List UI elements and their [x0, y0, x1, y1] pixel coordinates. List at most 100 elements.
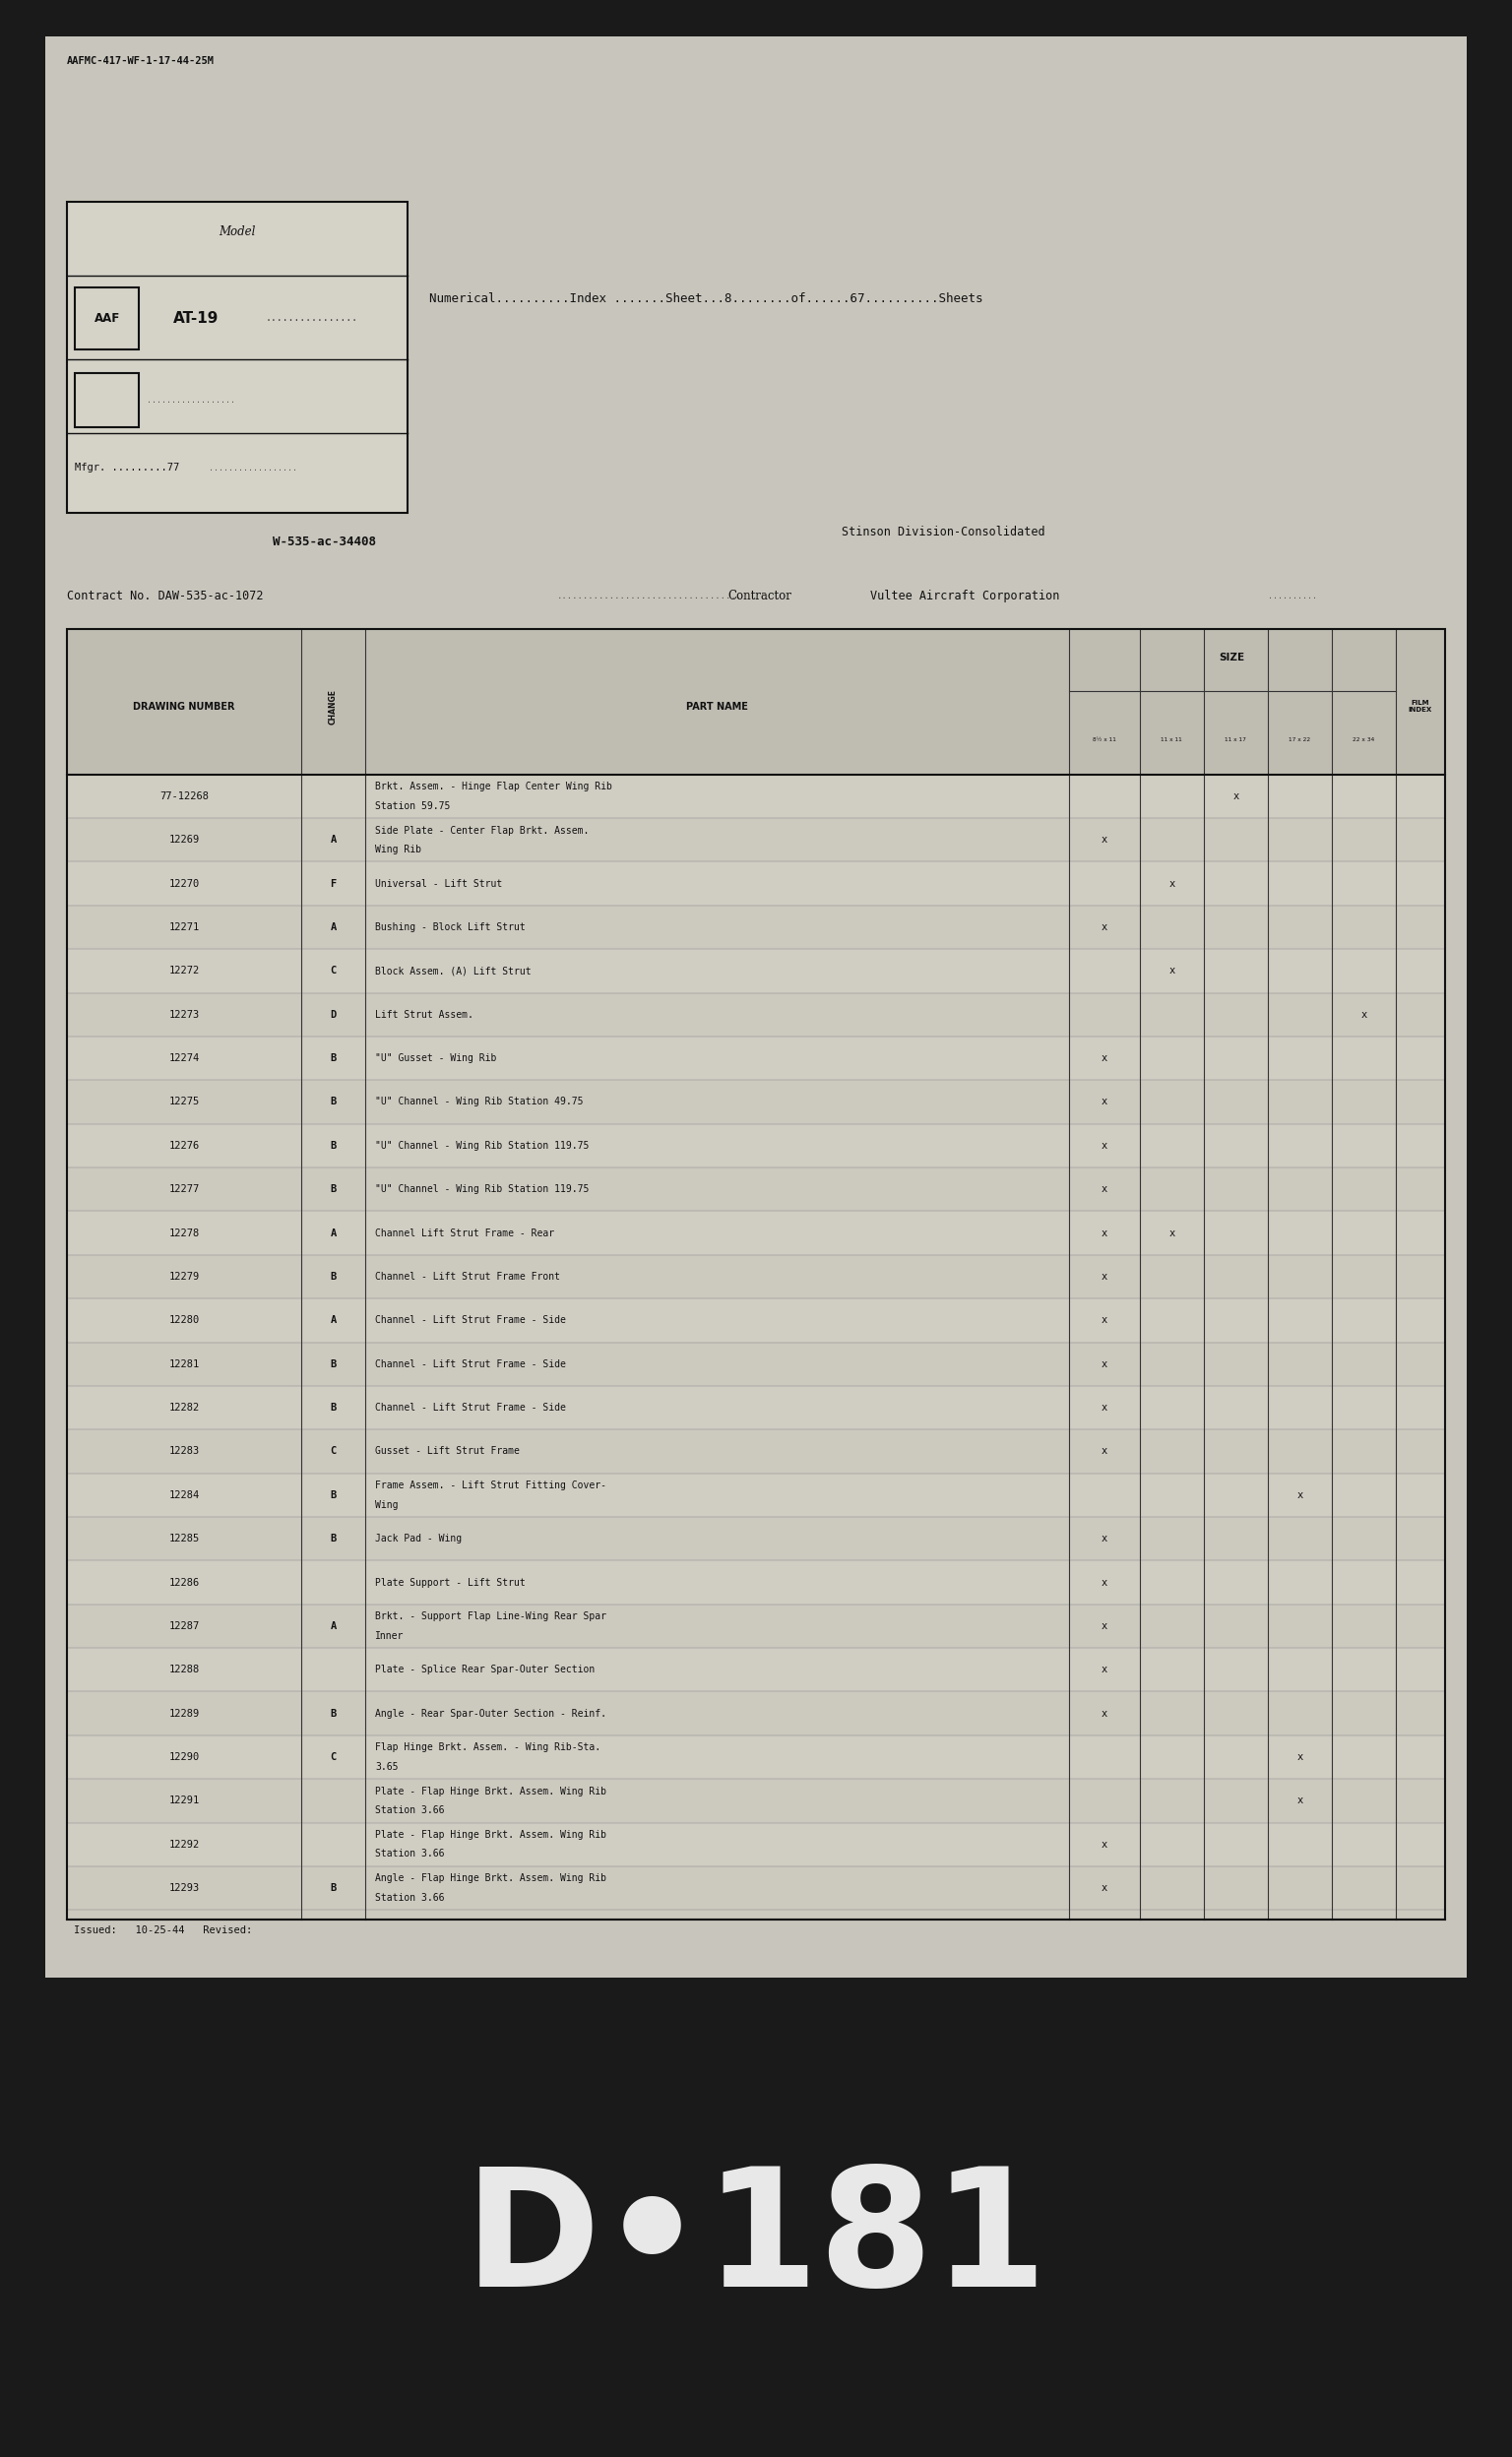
Text: x: x: [1101, 1708, 1107, 1717]
Bar: [67, 1386, 1445, 1430]
Bar: [67, 1474, 1445, 1516]
Text: "U" Channel - Wing Rib Station 119.75: "U" Channel - Wing Rib Station 119.75: [375, 1184, 590, 1194]
Text: x: x: [1297, 1489, 1303, 1499]
Text: 12271: 12271: [168, 921, 200, 931]
Text: 12277: 12277: [168, 1184, 200, 1194]
Bar: [67, 1297, 1445, 1342]
Text: A: A: [330, 921, 336, 931]
Text: 12269: 12269: [168, 835, 200, 845]
Text: x: x: [1101, 1577, 1107, 1587]
Text: B: B: [330, 1708, 336, 1717]
Bar: [67, 1037, 1445, 1081]
Text: 12286: 12286: [168, 1577, 200, 1587]
Text: Jack Pad - Wing: Jack Pad - Wing: [375, 1533, 461, 1543]
Bar: [67, 1123, 1445, 1167]
Text: ..................: ..................: [147, 396, 234, 405]
Text: 77-12268: 77-12268: [159, 791, 209, 801]
Text: Channel - Lift Strut Frame Front: Channel - Lift Strut Frame Front: [375, 1273, 559, 1283]
Text: Contract No. DAW-535-ac-1072: Contract No. DAW-535-ac-1072: [67, 590, 263, 602]
Text: 11 x 17: 11 x 17: [1225, 737, 1246, 742]
Text: C: C: [330, 1752, 336, 1762]
Text: B: B: [330, 1140, 336, 1150]
Text: 12289: 12289: [168, 1708, 200, 1717]
Text: x: x: [1361, 1010, 1367, 1020]
Text: Station 3.66: Station 3.66: [375, 1806, 445, 1816]
Text: A: A: [330, 1622, 336, 1631]
Text: Channel - Lift Strut Frame - Side: Channel - Lift Strut Frame - Side: [375, 1359, 565, 1369]
Bar: [67, 629, 1445, 774]
Text: B: B: [330, 1184, 336, 1194]
Text: 12283: 12283: [168, 1447, 200, 1457]
Text: Frame Assem. - Lift Strut Fitting Cover-: Frame Assem. - Lift Strut Fitting Cover-: [375, 1482, 606, 1491]
Bar: [76, 373, 139, 428]
Text: 12291: 12291: [168, 1796, 200, 1806]
Text: Bushing - Block Lift Strut: Bushing - Block Lift Strut: [375, 921, 526, 931]
Text: x: x: [1101, 1666, 1107, 1676]
Text: Station 3.66: Station 3.66: [375, 1892, 445, 1902]
Text: 12274: 12274: [168, 1054, 200, 1064]
Text: FILM
INDEX: FILM INDEX: [1409, 700, 1432, 713]
Text: x: x: [1232, 791, 1238, 801]
Text: "U" Channel - Wing Rib Station 49.75: "U" Channel - Wing Rib Station 49.75: [375, 1098, 584, 1108]
Text: 12290: 12290: [168, 1752, 200, 1762]
Text: Channel - Lift Strut Frame - Side: Channel - Lift Strut Frame - Side: [375, 1403, 565, 1413]
Text: Model: Model: [219, 226, 256, 238]
Text: Brkt. Assem. - Hinge Flap Center Wing Rib: Brkt. Assem. - Hinge Flap Center Wing Ri…: [375, 781, 612, 791]
Text: ................: ................: [266, 314, 358, 324]
Text: B: B: [330, 1403, 336, 1413]
Text: Brkt. - Support Flap Line-Wing Rear Spar: Brkt. - Support Flap Line-Wing Rear Spar: [375, 1612, 606, 1622]
Text: Mfgr. .........77: Mfgr. .........77: [76, 462, 180, 472]
Text: Angle - Rear Spar-Outer Section - Reinf.: Angle - Rear Spar-Outer Section - Reinf.: [375, 1708, 606, 1717]
Text: 12284: 12284: [168, 1489, 200, 1499]
Bar: [67, 1735, 1445, 1779]
Text: 12285: 12285: [168, 1533, 200, 1543]
Text: x: x: [1101, 1273, 1107, 1283]
Text: x: x: [1101, 1533, 1107, 1543]
Text: DRAWING NUMBER: DRAWING NUMBER: [133, 703, 234, 713]
Text: x: x: [1101, 1098, 1107, 1108]
Text: x: x: [1101, 835, 1107, 845]
Text: Plate - Splice Rear Spar-Outer Section: Plate - Splice Rear Spar-Outer Section: [375, 1666, 594, 1676]
Text: 12282: 12282: [168, 1403, 200, 1413]
Text: x: x: [1101, 1447, 1107, 1457]
Bar: [76, 287, 139, 349]
Text: x: x: [1169, 880, 1175, 889]
Text: 8½ x 11: 8½ x 11: [1093, 737, 1116, 742]
Text: AAFMC-417-WF-1-17-44-25M: AAFMC-417-WF-1-17-44-25M: [67, 57, 215, 66]
Text: x: x: [1297, 1796, 1303, 1806]
Text: x: x: [1101, 921, 1107, 931]
Text: Universal - Lift Strut: Universal - Lift Strut: [375, 880, 502, 889]
Text: 3.65: 3.65: [375, 1762, 398, 1771]
Text: 17 x 22: 17 x 22: [1288, 737, 1311, 742]
Text: W-535-ac-34408: W-535-ac-34408: [272, 536, 376, 548]
Text: D: D: [330, 1010, 336, 1020]
Bar: [67, 862, 1445, 907]
Bar: [67, 629, 1445, 1919]
Text: 12288: 12288: [168, 1666, 200, 1676]
Text: B: B: [330, 1489, 336, 1499]
Text: Contractor: Contractor: [727, 590, 791, 602]
Text: 12273: 12273: [168, 1010, 200, 1020]
Text: ...................................: ...................................: [556, 592, 742, 600]
Text: ..................: ..................: [209, 464, 298, 472]
Text: Block Assem. (A) Lift Strut: Block Assem. (A) Lift Strut: [375, 966, 531, 975]
Text: Lift Strut Assem.: Lift Strut Assem.: [375, 1010, 473, 1020]
Bar: [67, 629, 1445, 1919]
Text: 12278: 12278: [168, 1228, 200, 1238]
Text: 12275: 12275: [168, 1098, 200, 1108]
Text: Inner: Inner: [375, 1631, 404, 1641]
Text: B: B: [330, 1882, 336, 1892]
Text: Issued:   10-25-44   Revised:: Issued: 10-25-44 Revised:: [74, 1926, 253, 1936]
Text: x: x: [1101, 1314, 1107, 1324]
Text: F: F: [330, 880, 336, 889]
Bar: [67, 774, 1445, 818]
Text: C: C: [330, 1447, 336, 1457]
Text: x: x: [1169, 1228, 1175, 1238]
Text: B: B: [330, 1098, 336, 1108]
Text: 12293: 12293: [168, 1882, 200, 1892]
Text: Stinson Division-Consolidated: Stinson Division-Consolidated: [841, 526, 1045, 538]
Text: 12292: 12292: [168, 1840, 200, 1850]
Text: x: x: [1297, 1752, 1303, 1762]
Text: CHANGE: CHANGE: [328, 688, 337, 725]
Text: AT-19: AT-19: [174, 312, 219, 327]
